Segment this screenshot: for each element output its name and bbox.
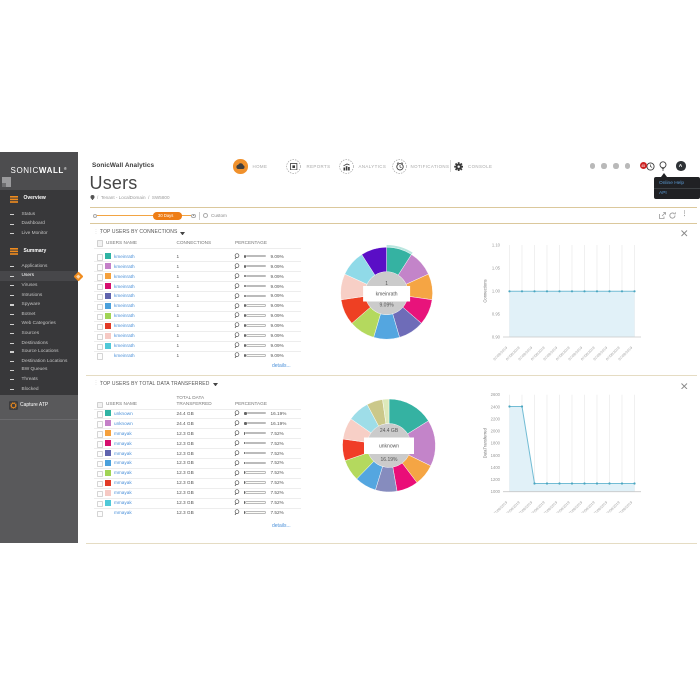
svg-text:07/08/2019: 07/08/2019 <box>618 501 634 513</box>
svg-text:24.4 GB: 24.4 GB <box>380 428 399 434</box>
svg-text:1.00: 1.00 <box>492 288 501 293</box>
svg-text:1.05: 1.05 <box>492 265 501 270</box>
svg-text:2000: 2000 <box>491 429 501 434</box>
svg-text:Connections: Connections <box>483 279 488 302</box>
svg-text:2600: 2600 <box>491 392 501 397</box>
svg-text:0.95: 0.95 <box>492 311 501 316</box>
svg-text:07/08/2019: 07/08/2019 <box>518 501 534 513</box>
svg-text:07/08/2019: 07/08/2019 <box>580 501 596 513</box>
svg-text:2400: 2400 <box>491 404 501 409</box>
svg-text:1400: 1400 <box>491 465 501 470</box>
svg-text:07/08/2019: 07/08/2019 <box>593 501 609 513</box>
svg-text:07/08/2019: 07/08/2019 <box>530 501 546 513</box>
svg-text:kmeinrath: kmeinrath <box>376 291 398 297</box>
svg-text:07/08/2019: 07/08/2019 <box>493 501 509 513</box>
svg-text:07/08/2019: 07/08/2019 <box>605 501 621 513</box>
svg-text:1200: 1200 <box>491 477 501 482</box>
svg-text:DataTransferred: DataTransferred <box>483 427 488 458</box>
svg-text:1: 1 <box>385 281 388 287</box>
svg-text:9.09%: 9.09% <box>380 303 395 309</box>
svg-text:07/08/2019: 07/08/2019 <box>505 501 521 513</box>
svg-text:unknown: unknown <box>379 444 399 450</box>
svg-text:1.10: 1.10 <box>492 242 501 247</box>
svg-text:1800: 1800 <box>491 441 501 446</box>
svg-text:0.90: 0.90 <box>492 334 501 339</box>
svg-text:1600: 1600 <box>491 453 501 458</box>
svg-text:16.19%: 16.19% <box>381 457 399 463</box>
svg-text:2200: 2200 <box>491 416 501 421</box>
svg-text:07/08/2019: 07/08/2019 <box>543 501 559 513</box>
svg-text:07/08/2019: 07/08/2019 <box>568 501 584 513</box>
svg-text:1000: 1000 <box>491 489 501 494</box>
svg-text:07/08/2019: 07/08/2019 <box>555 501 571 513</box>
